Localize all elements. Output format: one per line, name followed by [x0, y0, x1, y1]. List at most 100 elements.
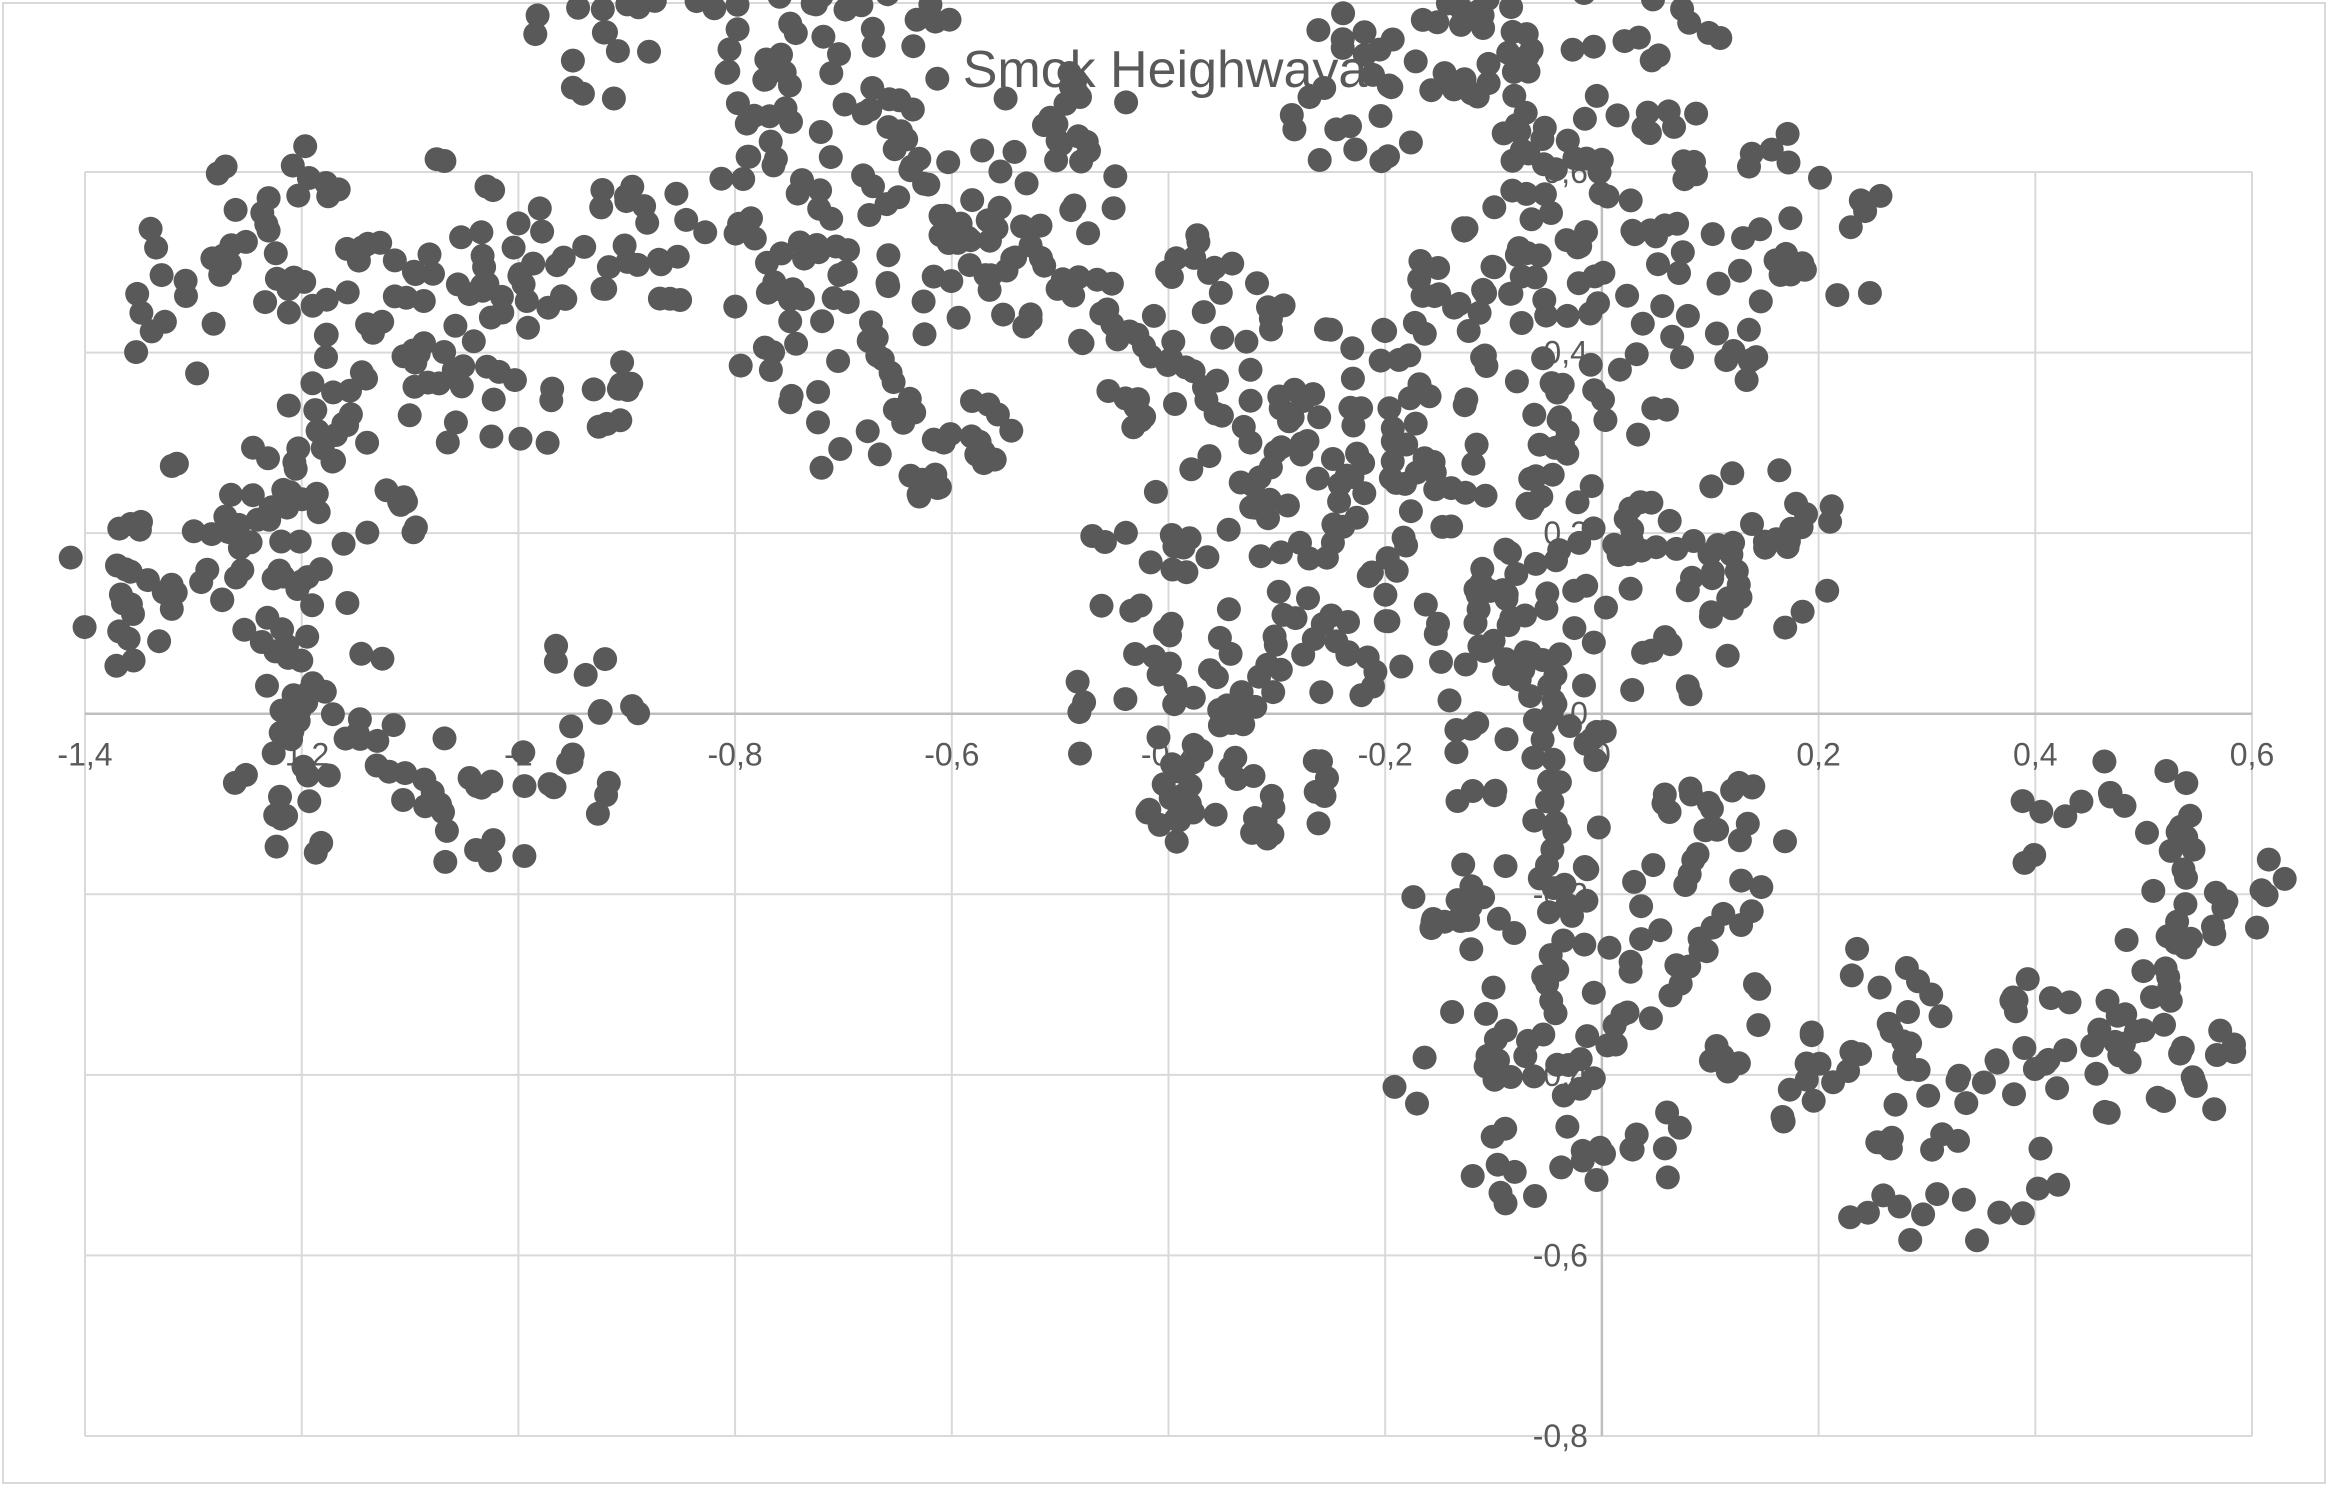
- scatter-point: [1066, 265, 1091, 290]
- scatter-point: [2164, 930, 2188, 955]
- scatter-point: [223, 197, 248, 222]
- scatter-point: [1282, 377, 1307, 402]
- scatter-point: [1700, 566, 1725, 591]
- scatter-point: [542, 774, 567, 799]
- scatter-point: [1685, 842, 1710, 867]
- scatter-point: [1113, 687, 1138, 712]
- scatter-point: [832, 92, 857, 117]
- scatter-point: [1334, 463, 1359, 488]
- scatter-point: [261, 741, 286, 766]
- scatter-point: [1637, 121, 1662, 145]
- scatter-point: [514, 289, 539, 313]
- scatter-point: [783, 21, 808, 46]
- scatter-point: [1518, 684, 1543, 709]
- scatter-point: [348, 726, 373, 751]
- scatter-point: [1282, 117, 1307, 142]
- scatter-point: [988, 159, 1013, 184]
- scatter-point: [2069, 789, 2094, 814]
- scatter-point: [481, 178, 506, 203]
- scatter-point: [1657, 508, 1682, 533]
- scatter-point: [1314, 317, 1338, 342]
- scatter-point: [1245, 271, 1269, 296]
- scatter-point: [1801, 1088, 1826, 1113]
- scatter-point: [1896, 1000, 1920, 1024]
- scatter-point: [647, 286, 672, 311]
- x-tick-label: -0,8: [708, 737, 763, 773]
- scatter-point: [276, 645, 301, 670]
- scatter-point: [300, 293, 325, 318]
- scatter-point: [1297, 546, 1322, 571]
- scatter-point: [227, 535, 252, 560]
- scatter-point: [1266, 579, 1291, 604]
- scatter-point: [828, 437, 853, 461]
- scatter-point: [778, 390, 803, 415]
- scatter-point: [1456, 908, 1481, 932]
- scatter-point: [1511, 657, 1536, 682]
- scatter-point: [1498, 281, 1523, 306]
- scatter-point: [1368, 348, 1393, 373]
- scatter-point: [1704, 321, 1729, 346]
- scatter-point: [422, 787, 447, 811]
- scatter-point: [1773, 615, 1798, 640]
- scatter-point: [1476, 51, 1501, 76]
- scatter-point: [1838, 215, 1863, 240]
- scatter-point: [1670, 345, 1694, 370]
- scatter-point: [1070, 331, 1095, 356]
- scatter-point: [827, 263, 852, 287]
- scatter-point: [1472, 578, 1496, 603]
- scatter-point: [1445, 888, 1470, 913]
- scatter-point: [1408, 249, 1433, 273]
- scatter-point: [1247, 465, 1272, 490]
- scatter-point: [2057, 990, 2082, 1015]
- scatter-point: [2097, 781, 2122, 805]
- scatter-point: [912, 171, 937, 196]
- scatter-point: [1480, 1124, 1505, 1149]
- scatter-point: [58, 545, 83, 570]
- scatter-point: [1257, 487, 1282, 512]
- scatter-point: [835, 290, 860, 315]
- scatter-point: [1306, 811, 1331, 836]
- scatter-point: [2272, 866, 2297, 891]
- scatter-point: [1452, 393, 1477, 418]
- scatter-point: [1440, 1000, 1465, 1024]
- scatter-point: [1456, 319, 1481, 343]
- scatter-point: [960, 188, 985, 213]
- scatter-point: [1681, 529, 1706, 553]
- scatter-point: [1945, 1068, 1970, 1093]
- scatter-point: [1263, 632, 1288, 657]
- scatter-point: [300, 593, 325, 618]
- scatter-point: [1429, 649, 1453, 674]
- scatter-point: [610, 350, 635, 375]
- scatter-point: [1655, 1165, 1680, 1190]
- scatter-point: [1445, 789, 1470, 813]
- scatter-point: [1581, 630, 1606, 655]
- scatter-point: [1876, 1011, 1901, 1036]
- scatter-point: [421, 261, 445, 286]
- scatter-point: [1062, 193, 1087, 218]
- scatter-point: [1845, 936, 1870, 961]
- scatter-point: [570, 81, 595, 106]
- scatter-point: [1089, 593, 1114, 618]
- scatter-point: [993, 86, 1018, 111]
- scatter-point: [523, 22, 548, 47]
- scatter-point: [1574, 573, 1599, 598]
- scatter-point: [1301, 382, 1326, 407]
- scatter-point: [1985, 1050, 2010, 1075]
- scatter-point: [1494, 727, 1519, 752]
- scatter-point: [1398, 130, 1423, 155]
- scatter-point: [593, 276, 618, 301]
- y-tick-label: 0,2: [1543, 515, 1587, 551]
- scatter-point: [581, 377, 606, 402]
- scatter-point: [1471, 16, 1496, 40]
- scatter-point: [1482, 255, 1507, 280]
- scatter-point: [709, 166, 734, 191]
- scatter-point: [1552, 872, 1577, 897]
- scatter-point: [761, 340, 786, 365]
- scatter-point: [985, 402, 1010, 427]
- scatter-point: [1373, 609, 1398, 634]
- scatter-point: [1393, 471, 1417, 496]
- scatter-point: [435, 430, 460, 455]
- scatter-point: [1668, 971, 1693, 996]
- scatter-point: [1870, 1130, 1895, 1155]
- scatter-point: [1224, 767, 1249, 791]
